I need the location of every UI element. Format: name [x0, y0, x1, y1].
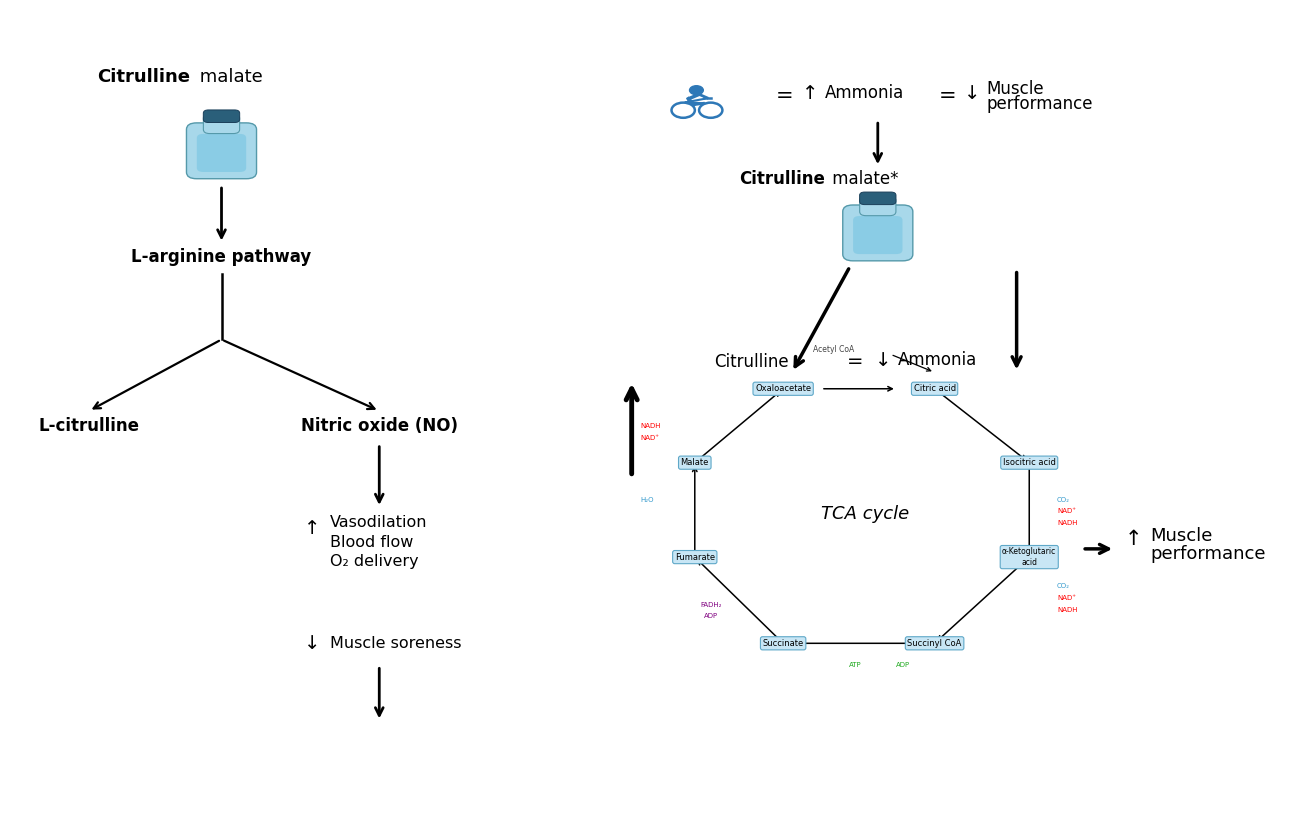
Text: NAD⁺: NAD⁺ — [641, 435, 659, 441]
Text: Blood flow: Blood flow — [329, 534, 414, 549]
Text: L-citrulline: L-citrulline — [39, 417, 140, 435]
Text: Isocitric acid: Isocitric acid — [1003, 458, 1056, 467]
Text: ↑: ↑ — [802, 84, 818, 103]
Text: NADH: NADH — [1057, 607, 1078, 613]
FancyBboxPatch shape — [853, 216, 903, 254]
Text: Succinate: Succinate — [763, 639, 804, 648]
Text: L-arginine pathway: L-arginine pathway — [131, 248, 311, 266]
Text: Muscle: Muscle — [1150, 527, 1213, 544]
Text: Citrulline: Citrulline — [715, 352, 789, 371]
Text: =: = — [847, 352, 864, 372]
Text: performance: performance — [986, 95, 1093, 113]
Text: =: = — [939, 86, 956, 105]
Text: ADP: ADP — [896, 662, 910, 669]
Text: Citrulline: Citrulline — [739, 170, 825, 189]
Text: H₂O: H₂O — [641, 497, 654, 503]
Text: ↓: ↓ — [964, 84, 981, 103]
Text: malate*: malate* — [827, 170, 899, 189]
Text: ↑: ↑ — [1126, 529, 1143, 549]
Text: Nitric oxide (NO): Nitric oxide (NO) — [301, 417, 458, 435]
Text: NADH: NADH — [1057, 519, 1078, 525]
Text: CO₂: CO₂ — [1057, 583, 1070, 589]
Text: malate: malate — [193, 68, 262, 86]
Text: ↑: ↑ — [303, 519, 320, 538]
Text: α-Ketoglutaric
acid: α-Ketoglutaric acid — [1003, 548, 1056, 567]
Text: ATP: ATP — [848, 662, 861, 669]
Text: NADH: NADH — [641, 423, 661, 428]
Text: performance: performance — [1150, 544, 1266, 563]
Text: NAD⁺: NAD⁺ — [1057, 509, 1077, 514]
Circle shape — [690, 86, 703, 94]
Text: NAD⁺: NAD⁺ — [1057, 595, 1077, 601]
FancyBboxPatch shape — [204, 114, 240, 134]
Text: FADH₂: FADH₂ — [700, 602, 722, 608]
Text: TCA cycle: TCA cycle — [821, 505, 909, 524]
Text: Ammonia: Ammonia — [898, 351, 977, 369]
Text: Citric acid: Citric acid — [913, 384, 956, 393]
FancyBboxPatch shape — [860, 196, 896, 215]
Text: Muscle soreness: Muscle soreness — [329, 635, 462, 650]
Text: Ammonia: Ammonia — [825, 84, 904, 102]
FancyBboxPatch shape — [197, 134, 246, 172]
Text: =: = — [776, 86, 794, 105]
FancyBboxPatch shape — [860, 192, 896, 205]
Text: Acetyl CoA: Acetyl CoA — [813, 346, 855, 354]
FancyBboxPatch shape — [843, 205, 913, 261]
Text: CO₂: CO₂ — [1057, 497, 1070, 503]
Text: ↓: ↓ — [875, 351, 891, 370]
Text: Citrulline: Citrulline — [97, 68, 189, 86]
Text: Oxaloacetate: Oxaloacetate — [755, 384, 811, 393]
Text: ADP: ADP — [704, 613, 719, 620]
Text: Vasodilation: Vasodilation — [329, 515, 428, 530]
Text: O₂ delivery: O₂ delivery — [329, 554, 419, 569]
Text: Fumarate: Fumarate — [674, 553, 715, 562]
Text: Malate: Malate — [681, 458, 709, 467]
FancyBboxPatch shape — [204, 110, 240, 123]
Text: Succinyl CoA: Succinyl CoA — [908, 639, 962, 648]
Text: Muscle: Muscle — [986, 80, 1044, 98]
Text: ↓: ↓ — [303, 634, 320, 653]
FancyBboxPatch shape — [187, 123, 257, 179]
